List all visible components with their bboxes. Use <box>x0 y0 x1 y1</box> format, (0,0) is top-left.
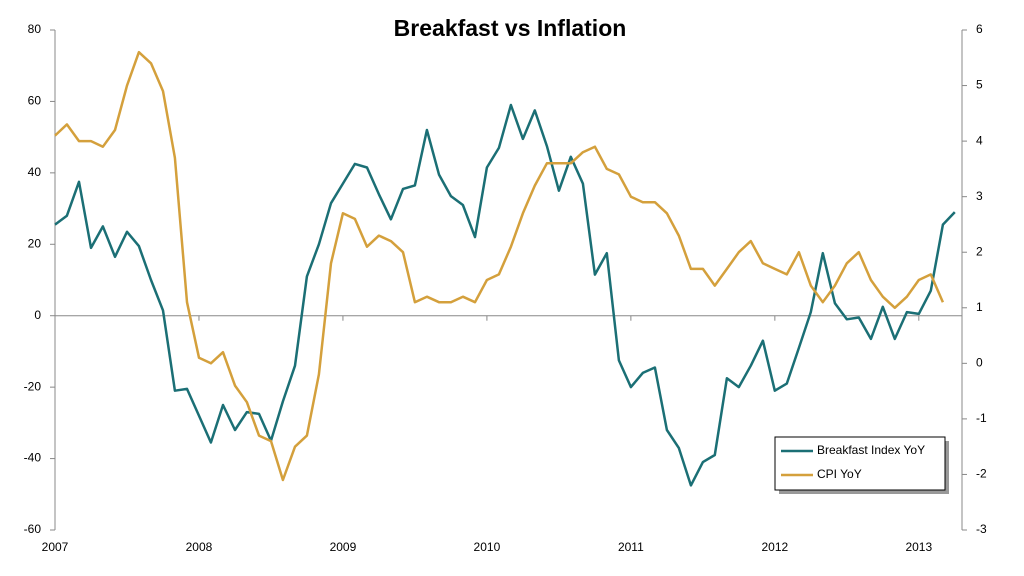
series-line <box>54 103 956 487</box>
legend-label: Breakfast Index YoY <box>817 443 925 457</box>
y2-tick-label: 4 <box>976 133 983 147</box>
y2-tick-label: 5 <box>976 78 983 92</box>
y2-tick-label: 0 <box>976 356 983 370</box>
x-tick-label: 2010 <box>474 540 501 554</box>
y2-tick-label: 1 <box>976 300 983 314</box>
y2-tick-label: 6 <box>976 22 983 36</box>
series-line <box>54 50 945 482</box>
y-tick-label: 80 <box>28 22 42 36</box>
x-tick-label: 2013 <box>905 540 932 554</box>
x-tick-label: 2012 <box>761 540 788 554</box>
x-tick-label: 2009 <box>330 540 357 554</box>
x-tick-label: 2008 <box>186 540 213 554</box>
y-tick-label: 0 <box>34 308 41 322</box>
y-tick-label: 40 <box>28 165 42 179</box>
y-tick-label: -40 <box>24 451 42 465</box>
y-tick-label: -20 <box>24 379 42 393</box>
y2-tick-label: 3 <box>976 189 983 203</box>
y2-tick-label: -2 <box>976 467 987 481</box>
y2-tick-label: -1 <box>976 411 987 425</box>
y-tick-label: -60 <box>24 522 42 536</box>
y2-tick-label: -3 <box>976 522 987 536</box>
x-tick-label: 2011 <box>618 540 644 554</box>
x-tick-label: 2007 <box>42 540 69 554</box>
legend <box>774 436 946 491</box>
y2-tick-label: 2 <box>976 244 983 258</box>
y-tick-label: 60 <box>28 94 42 108</box>
chart-title: Breakfast vs Inflation <box>394 15 627 41</box>
y-tick-label: 20 <box>28 236 42 250</box>
legend-label: CPI YoY <box>817 467 862 481</box>
